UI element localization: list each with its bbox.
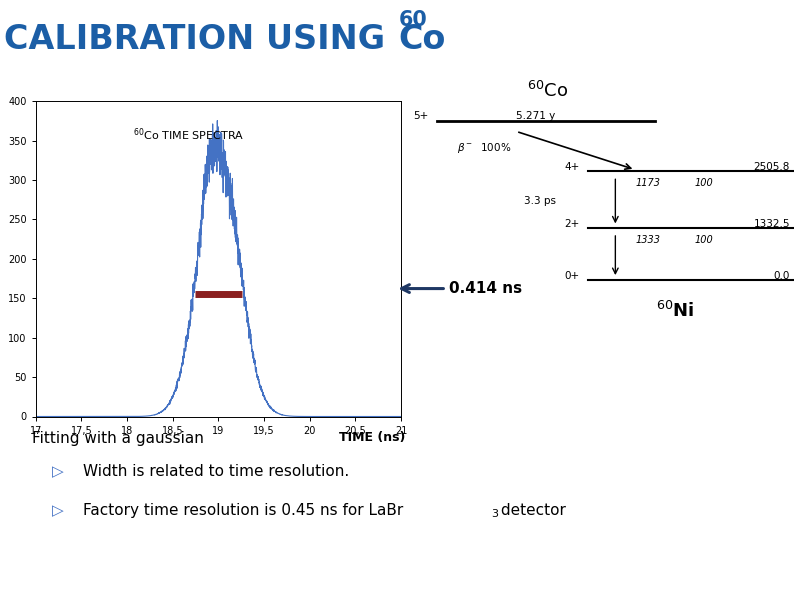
Text: 1332.5: 1332.5	[754, 219, 790, 229]
Text: Width is related to time resolution.: Width is related to time resolution.	[83, 464, 349, 479]
Text: 0+: 0+	[565, 271, 580, 281]
Text: 3.3 ps: 3.3 ps	[524, 196, 556, 206]
Text: Co: Co	[399, 23, 446, 56]
Text: 0.414 ns: 0.414 ns	[449, 281, 522, 296]
Text: ▷: ▷	[52, 464, 64, 479]
Text: 5.271 y: 5.271 y	[516, 111, 556, 121]
Text: 5+: 5+	[414, 111, 429, 121]
Text: 60: 60	[399, 10, 427, 30]
Text: $^{60}$Ni: $^{60}$Ni	[656, 301, 694, 321]
Text: $^{60}$Co: $^{60}$Co	[527, 82, 569, 102]
Text: 0.0: 0.0	[773, 271, 790, 281]
Text: TIME (ns): TIME (ns)	[338, 431, 405, 444]
Text: 4+: 4+	[565, 162, 580, 173]
Text: Fitting with a gaussian: Fitting with a gaussian	[32, 431, 203, 446]
Text: detector: detector	[496, 503, 566, 518]
Text: $^{60}$Co TIME SPECTRA: $^{60}$Co TIME SPECTRA	[133, 126, 245, 143]
Text: 100: 100	[695, 178, 714, 188]
Text: 1333: 1333	[635, 234, 660, 245]
Text: ▷: ▷	[52, 503, 64, 518]
Text: 2505.8: 2505.8	[754, 162, 790, 173]
Text: TIMING CALIBRATION USING: TIMING CALIBRATION USING	[0, 23, 397, 56]
Text: 3: 3	[491, 509, 498, 519]
Text: 2+: 2+	[565, 219, 580, 229]
Text: $\beta^-$  100%: $\beta^-$ 100%	[457, 141, 511, 155]
Text: 1173: 1173	[635, 178, 660, 188]
Text: Factory time resolution is 0.45 ns for LaBr: Factory time resolution is 0.45 ns for L…	[83, 503, 403, 518]
Text: 100: 100	[695, 234, 714, 245]
